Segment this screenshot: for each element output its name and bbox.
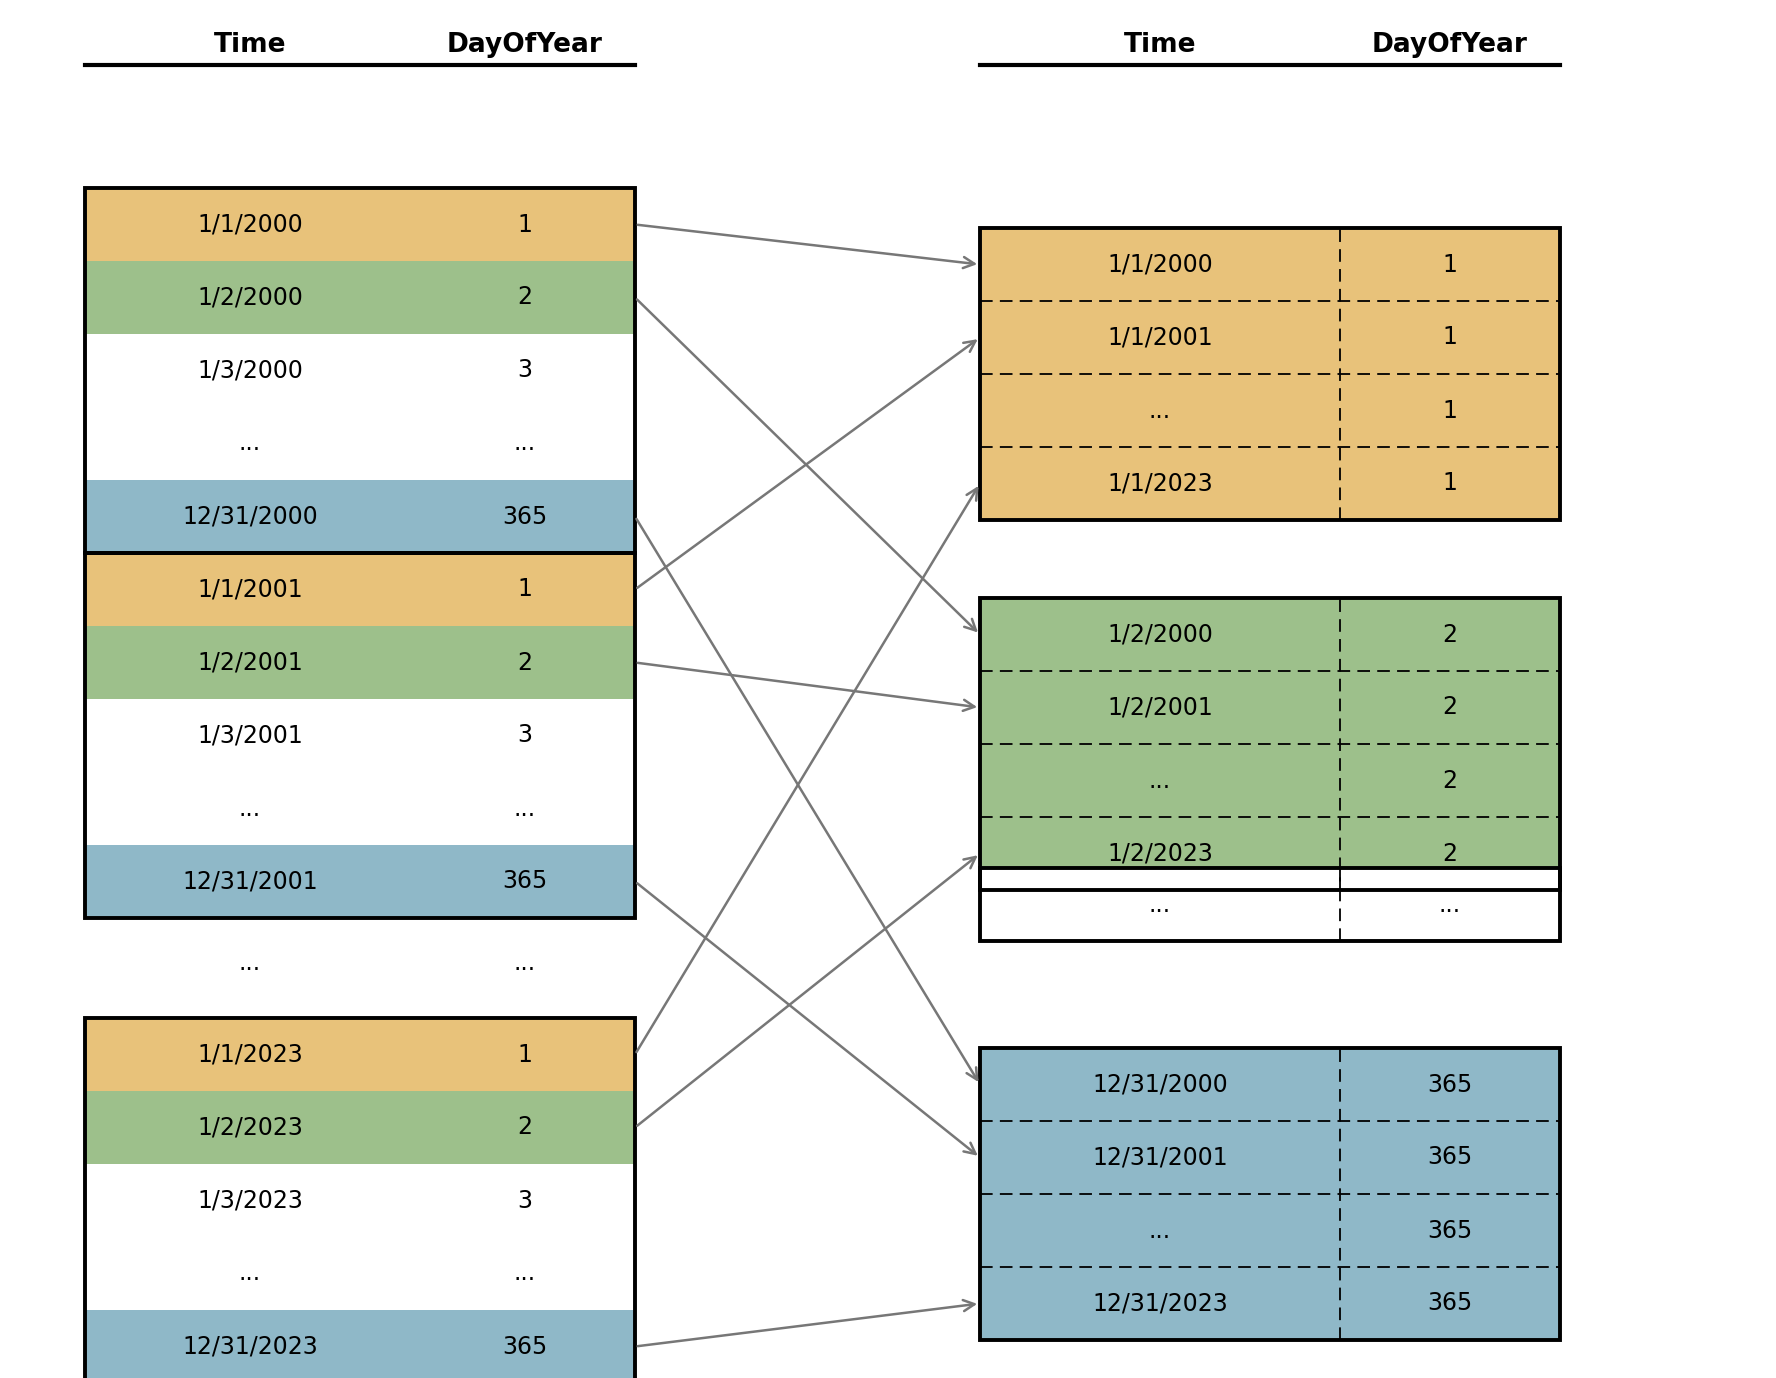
Text: ...: ... — [513, 431, 536, 456]
Text: 365: 365 — [1428, 1145, 1472, 1170]
Text: ...: ... — [240, 796, 261, 820]
Text: 2: 2 — [517, 650, 533, 674]
Text: DayOfYear: DayOfYear — [1373, 32, 1527, 58]
Text: ...: ... — [1149, 893, 1170, 916]
Text: ...: ... — [1149, 769, 1170, 792]
Text: 1/1/2023: 1/1/2023 — [1106, 471, 1213, 496]
Bar — [85, 553, 636, 626]
Text: ...: ... — [240, 1261, 261, 1286]
Bar — [85, 1018, 636, 1091]
Text: 365: 365 — [1428, 1291, 1472, 1316]
Text: 1: 1 — [517, 577, 533, 602]
Bar — [85, 1237, 636, 1310]
Bar — [980, 868, 1559, 941]
Text: 2: 2 — [1442, 623, 1458, 646]
Text: 1: 1 — [1442, 325, 1458, 350]
Bar — [85, 1018, 636, 1378]
Text: 365: 365 — [1428, 1072, 1472, 1097]
Text: 12/31/2023: 12/31/2023 — [183, 1334, 318, 1359]
Bar — [980, 1049, 1559, 1339]
Text: 3: 3 — [517, 1188, 533, 1213]
Text: 365: 365 — [503, 870, 547, 893]
Text: 1/1/2001: 1/1/2001 — [1106, 325, 1213, 350]
Text: ...: ... — [513, 1261, 536, 1286]
Text: 12/31/2001: 12/31/2001 — [183, 870, 318, 893]
Bar — [85, 845, 636, 918]
Text: ...: ... — [513, 951, 536, 976]
Bar — [85, 187, 636, 260]
Text: 1/2/2000: 1/2/2000 — [1106, 623, 1213, 646]
Text: 1/1/2023: 1/1/2023 — [197, 1043, 304, 1067]
Bar — [85, 1091, 636, 1164]
Text: 2: 2 — [517, 285, 533, 310]
Text: 12/31/2000: 12/31/2000 — [183, 504, 318, 529]
Bar — [980, 598, 1559, 890]
Text: 1: 1 — [1442, 398, 1458, 423]
Bar — [85, 480, 636, 553]
Text: 2: 2 — [517, 1116, 533, 1140]
Text: 1/3/2001: 1/3/2001 — [197, 723, 304, 747]
Bar — [85, 1164, 636, 1237]
Text: 2: 2 — [1442, 696, 1458, 719]
Text: 3: 3 — [517, 358, 533, 383]
Bar — [980, 227, 1559, 520]
Bar — [980, 868, 1559, 941]
Bar — [85, 772, 636, 845]
Bar — [980, 1049, 1559, 1339]
Text: 1: 1 — [1442, 252, 1458, 277]
Bar — [85, 699, 636, 772]
Bar — [980, 598, 1559, 890]
Text: 365: 365 — [1428, 1218, 1472, 1243]
Text: 1: 1 — [517, 212, 533, 237]
Text: 1/2/2001: 1/2/2001 — [1106, 696, 1213, 719]
Bar — [85, 333, 636, 407]
Text: 1/1/2001: 1/1/2001 — [197, 577, 304, 602]
Text: 1/3/2000: 1/3/2000 — [197, 358, 304, 383]
Text: 365: 365 — [503, 1334, 547, 1359]
Bar — [85, 553, 636, 918]
Text: ...: ... — [1439, 893, 1462, 916]
Text: 1/1/2000: 1/1/2000 — [197, 212, 304, 237]
Text: 1/2/2001: 1/2/2001 — [197, 650, 304, 674]
Text: ...: ... — [1149, 1218, 1170, 1243]
Text: 1/2/2023: 1/2/2023 — [197, 1116, 304, 1140]
Text: DayOfYear: DayOfYear — [448, 32, 602, 58]
Text: Time: Time — [213, 32, 286, 58]
Bar — [85, 187, 636, 553]
Text: 2: 2 — [1442, 769, 1458, 792]
Text: 12/31/2000: 12/31/2000 — [1092, 1072, 1227, 1097]
Bar — [85, 1310, 636, 1378]
Text: 1: 1 — [1442, 471, 1458, 496]
Text: 1/3/2023: 1/3/2023 — [197, 1188, 304, 1213]
Bar — [980, 227, 1559, 520]
Text: ...: ... — [1149, 398, 1170, 423]
Text: 3: 3 — [517, 723, 533, 747]
Text: 365: 365 — [503, 504, 547, 529]
Text: 1/2/2000: 1/2/2000 — [197, 285, 304, 310]
Text: 1/1/2000: 1/1/2000 — [1106, 252, 1213, 277]
Bar — [85, 260, 636, 333]
Text: ...: ... — [240, 431, 261, 456]
Bar — [85, 407, 636, 480]
Text: ...: ... — [513, 796, 536, 820]
Text: 12/31/2001: 12/31/2001 — [1092, 1145, 1227, 1170]
Text: 12/31/2023: 12/31/2023 — [1092, 1291, 1227, 1316]
Text: 1: 1 — [517, 1043, 533, 1067]
Text: 1/2/2023: 1/2/2023 — [1106, 842, 1213, 865]
Text: 2: 2 — [1442, 842, 1458, 865]
Text: Time: Time — [1124, 32, 1197, 58]
Text: ...: ... — [240, 951, 261, 976]
Bar — [85, 626, 636, 699]
